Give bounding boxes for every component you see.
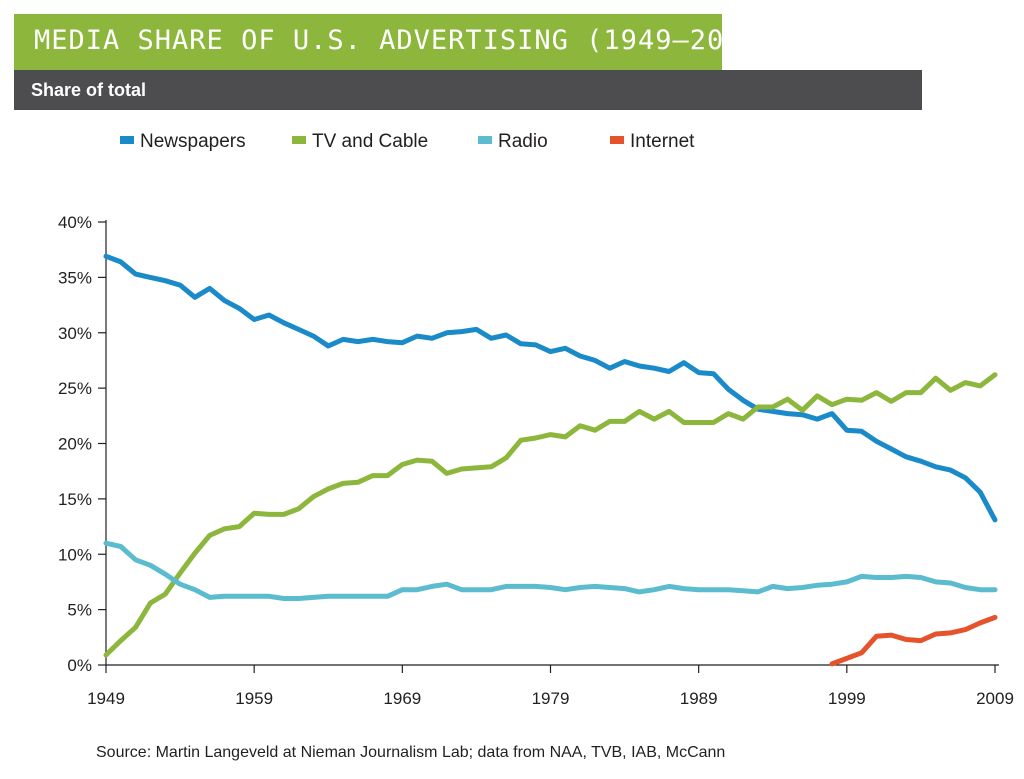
y-tick-label: 10% — [58, 545, 92, 564]
x-tick-label: 1979 — [532, 689, 570, 708]
chart-subtitle: Share of total — [31, 80, 147, 100]
legend-swatch-radio — [478, 135, 492, 144]
y-tick-label: 15% — [58, 490, 92, 509]
legend-item-internet: Internet — [610, 131, 694, 153]
legend-item-radio: Radio — [478, 131, 548, 153]
y-tick-label: 0% — [67, 656, 92, 675]
x-tick-label: 2009 — [976, 689, 1014, 708]
legend-swatch-newspapers — [120, 135, 134, 144]
y-tick-label: 20% — [58, 435, 92, 454]
x-tick-label: 1959 — [235, 689, 273, 708]
title-banner: MEDIA SHARE OF U.S. ADVERTISING (1949–20… — [14, 14, 775, 70]
legend-item-tv-and-cable: TV and Cable — [292, 131, 428, 153]
legend-swatch-tv-and-cable — [292, 135, 306, 144]
series-line-tv-and-cable — [103, 372, 998, 658]
legend-item-newspapers: Newspapers — [120, 131, 246, 153]
x-tick-label: 1999 — [828, 689, 866, 708]
series-line-newspapers — [103, 253, 998, 523]
y-tick-label: 5% — [67, 601, 92, 620]
chart-title: MEDIA SHARE OF U.S. ADVERTISING (1949–20… — [34, 25, 776, 56]
x-tick-label: 1989 — [680, 689, 718, 708]
y-tick-label: 40% — [58, 213, 92, 232]
subtitle-banner: Share of total — [14, 70, 922, 110]
series-line-internet — [829, 614, 998, 667]
x-tick-label: 1949 — [87, 689, 125, 708]
legend-swatch-internet — [610, 135, 624, 144]
legend-label-newspapers: Newspapers — [140, 131, 246, 152]
y-tick-label: 30% — [58, 324, 92, 343]
y-tick-label: 35% — [58, 268, 92, 287]
y-tick-label: 25% — [58, 379, 92, 398]
source-note: Source: Martin Langeveld at Nieman Journ… — [96, 744, 726, 761]
x-tick-label: 1969 — [383, 689, 421, 708]
legend-label-radio: Radio — [498, 131, 548, 152]
legend-label-internet: Internet — [630, 131, 695, 152]
legend-label-tv-and-cable: TV and Cable — [312, 131, 429, 152]
series-line-radio — [103, 540, 998, 601]
